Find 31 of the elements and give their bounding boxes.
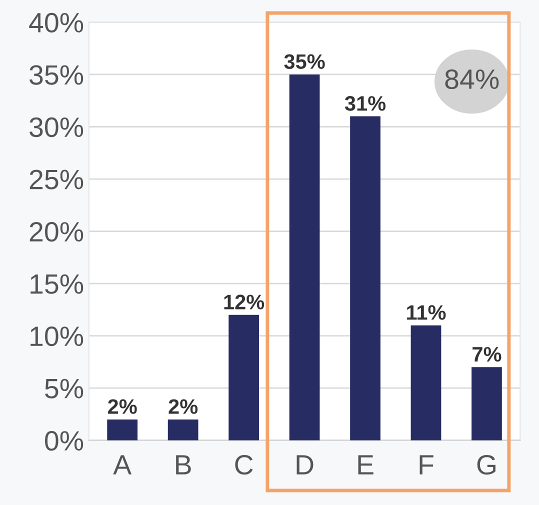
- bar: [168, 419, 198, 440]
- x-tick-label: B: [176, 455, 191, 474]
- x-tick-label: E: [358, 455, 374, 474]
- x-tick-label: F: [420, 455, 434, 474]
- y-tick-label: 5%: [45, 378, 84, 398]
- y-tick-label: 35%: [30, 65, 84, 85]
- x-tick-label: C: [235, 454, 253, 475]
- data-label: 31%: [344, 96, 386, 111]
- bar: [289, 74, 320, 440]
- data-label: 2%: [168, 399, 198, 414]
- y-tick-label: 20%: [30, 222, 84, 242]
- bar: [350, 116, 380, 440]
- data-label: 35%: [284, 54, 325, 70]
- data-label: 11%: [407, 305, 446, 320]
- bar: [107, 419, 138, 440]
- bar: [228, 314, 259, 440]
- bar: [472, 367, 502, 440]
- annotation: 84%: [445, 69, 499, 90]
- x-tick-label: A: [113, 455, 132, 474]
- data-label: 2%: [108, 399, 137, 414]
- data-label: 7%: [472, 346, 502, 362]
- y-tick-label: 0%: [45, 431, 84, 451]
- data-label: 12%: [224, 294, 264, 310]
- y-tick-label: 25%: [30, 170, 84, 190]
- y-tick-label: 15%: [30, 274, 84, 294]
- bar: [410, 325, 442, 440]
- x-tick-label: G: [477, 454, 496, 475]
- y-tick-label: 40%: [29, 12, 84, 33]
- y-tick-label: 10%: [30, 326, 84, 346]
- y-tick-label: 30%: [30, 117, 84, 138]
- x-tick-label: D: [296, 455, 314, 474]
